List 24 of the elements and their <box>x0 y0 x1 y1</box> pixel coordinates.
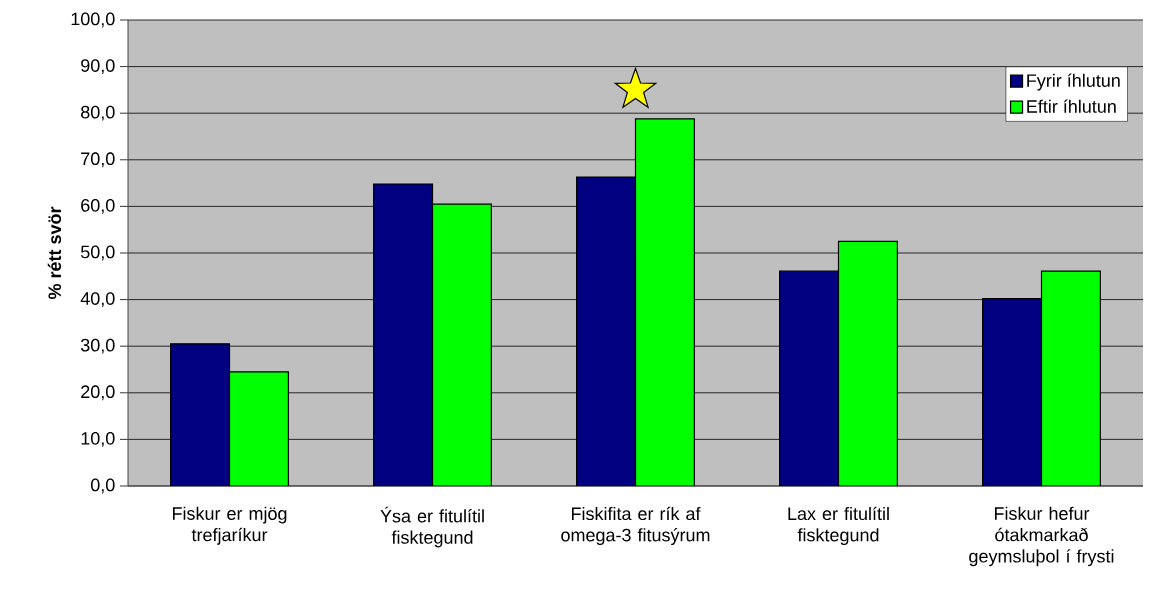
y-tick-label: 40,0 <box>80 292 115 308</box>
x-tick-label: Fiskur er mjög trefjaríkur <box>172 506 287 545</box>
y-tick-label: 90,0 <box>81 59 115 75</box>
y-tick-label: 100,0 <box>71 12 115 28</box>
y-tick-label: 30,0 <box>80 338 115 354</box>
y-tick-label: 60,0 <box>81 198 115 214</box>
y-axis-title: % rétt svör <box>47 206 62 300</box>
x-tick-label: Fiskur hefur ótakmarkað geymsluþol í frysti <box>969 506 1114 567</box>
y-tick-label: 20,0 <box>81 385 115 401</box>
y-tick-label: 0,0 <box>90 478 115 494</box>
legend-label: Fyrir íhlutun <box>1027 73 1120 91</box>
bar <box>170 343 231 486</box>
x-tick-label: Lax er fitulítil fisktegund <box>788 506 889 546</box>
bar <box>373 183 434 486</box>
x-tick-label: Fiskifita er rík af omega-3 fitusýrum <box>561 506 710 546</box>
bar <box>779 270 840 486</box>
legend-label: Eftir íhlutun <box>1027 99 1116 113</box>
y-tick-label: 70,0 <box>81 152 115 168</box>
y-tick-label: 50,0 <box>80 245 115 261</box>
y-tick-label: 80,0 <box>81 105 115 121</box>
bar <box>576 176 637 486</box>
x-tick-label: Ýsa er fitulítil fisktegund <box>380 506 484 548</box>
y-tick-label: 10,0 <box>81 431 115 447</box>
bar <box>982 298 1043 486</box>
